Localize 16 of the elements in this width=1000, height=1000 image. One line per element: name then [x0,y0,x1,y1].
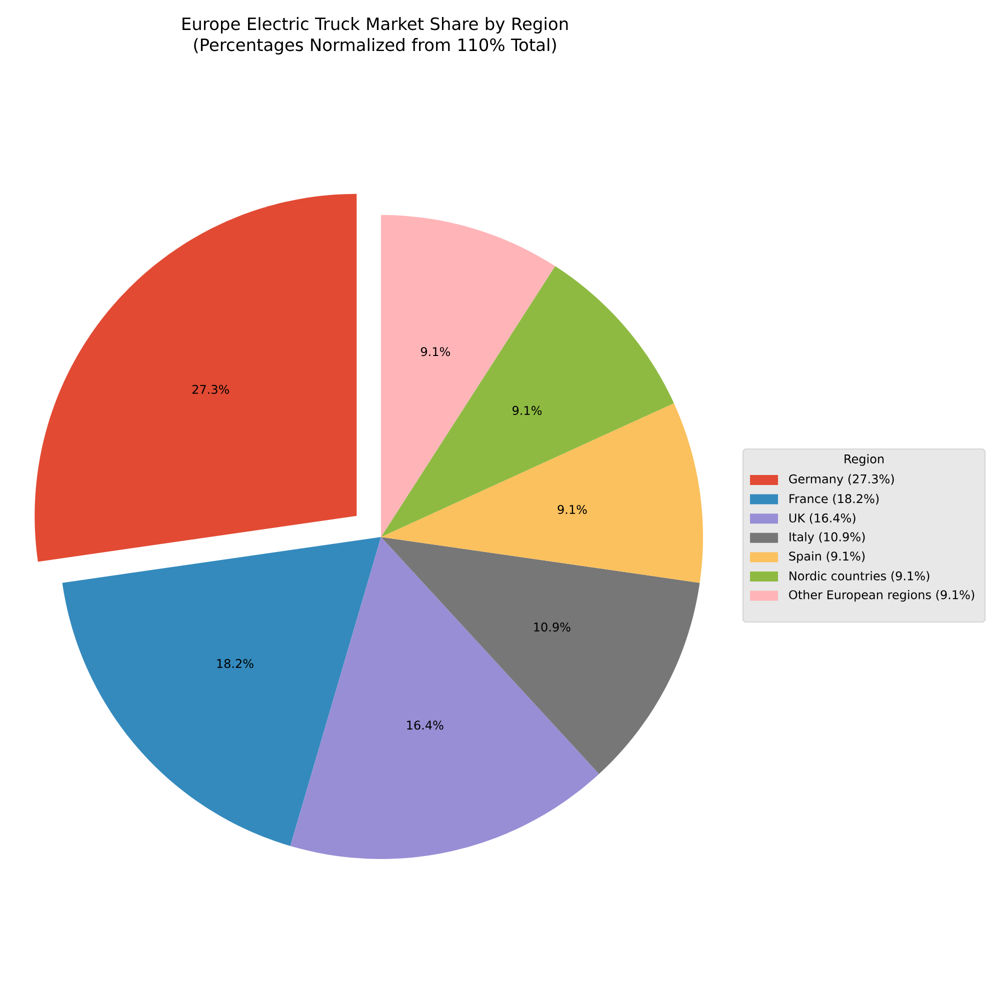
data-label: 18.2% [217,658,254,668]
legend-label: Other European regions (9.1%) [789,590,974,602]
legend-label: Italy (10.9%) [790,532,865,544]
chart-title: Europe Electric Truck Market Share by Region (Percentages Normalized from 110% Total) [182,17,568,55]
data-label: 10.9% [534,622,570,632]
data-label: 9.1% [512,406,542,415]
legend-label: UK (16.4%) [789,513,856,524]
legend-title: Region [844,454,884,466]
data-label: 9.1% [558,504,587,514]
data-label: 27.3% [192,384,230,394]
legend-label: Spain (9.1%) [789,551,865,564]
legend-label: Nordic countries (9.1%) [790,571,930,582]
legend-label: France (18.2%) [790,494,879,505]
data-label: 9.1% [420,347,450,356]
data-label: 16.4% [407,720,444,730]
legend-label: Germany (27.3%) [789,474,894,486]
